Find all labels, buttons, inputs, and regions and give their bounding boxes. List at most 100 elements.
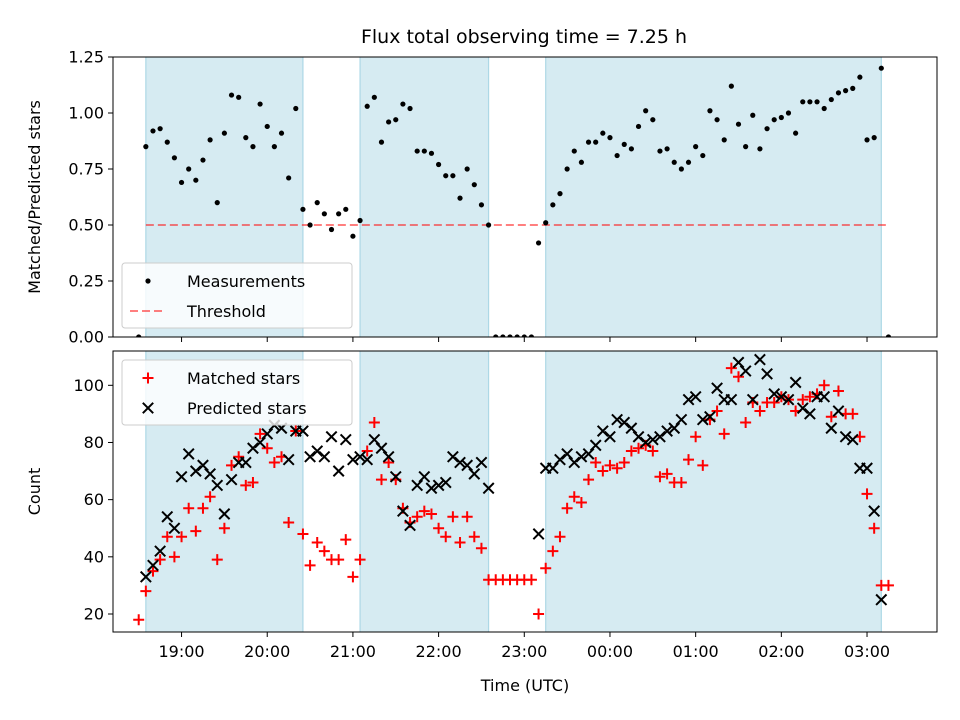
measurement-point bbox=[764, 126, 770, 132]
measurement-point bbox=[257, 101, 263, 107]
measurement-point bbox=[785, 110, 792, 116]
matched-star-point bbox=[540, 562, 552, 574]
measurement-point bbox=[307, 222, 313, 228]
predicted-star-point bbox=[311, 445, 324, 457]
matched-star-point bbox=[732, 371, 744, 383]
matched-star-point bbox=[211, 554, 223, 566]
predicted-star-point bbox=[475, 456, 488, 469]
predicted-star-point bbox=[396, 505, 409, 517]
measurement-point bbox=[578, 159, 585, 165]
y-tick-label: 0.25 bbox=[68, 272, 104, 291]
matched-star-point bbox=[818, 379, 830, 391]
matched-star-point bbox=[868, 522, 880, 534]
predicted-star-point bbox=[861, 462, 873, 475]
predicted-star-point bbox=[839, 430, 852, 443]
legend-marker-predicted bbox=[142, 402, 154, 414]
measurement-point bbox=[593, 139, 599, 145]
measurement-point bbox=[714, 117, 720, 123]
predicted-star-point bbox=[532, 528, 545, 540]
measurement-point bbox=[228, 92, 235, 98]
matched-star-point bbox=[133, 614, 145, 626]
predicted-star-point bbox=[468, 468, 481, 480]
matched-star-point bbox=[583, 474, 595, 486]
predicted-star-point bbox=[554, 453, 566, 466]
measurement-point bbox=[757, 146, 763, 152]
measurement-point bbox=[243, 135, 249, 141]
shaded-interval-3 bbox=[545, 351, 882, 632]
matched-star-point bbox=[375, 474, 387, 486]
measurement-point bbox=[400, 101, 406, 107]
x-tick-label: 23:00 bbox=[501, 642, 547, 661]
top-axes-frame bbox=[112, 56, 938, 338]
measurement-point bbox=[321, 211, 327, 217]
matched-star-point bbox=[711, 405, 723, 417]
y-tick-label: 60 bbox=[84, 490, 104, 509]
predicted-star-point bbox=[596, 425, 609, 437]
shaded-interval-3 bbox=[545, 57, 882, 337]
shaded-interval-2 bbox=[360, 351, 489, 632]
predicted-star-point bbox=[875, 593, 888, 606]
predicted-star-point bbox=[782, 393, 795, 406]
measurement-point bbox=[371, 94, 377, 100]
measurement-point bbox=[407, 105, 413, 112]
predicted-star-point bbox=[761, 367, 773, 380]
y-axis-label: Matched/Predicted stars bbox=[25, 100, 44, 294]
measurement-point bbox=[835, 90, 842, 96]
predicted-star-point bbox=[218, 508, 231, 520]
predicted-star-point bbox=[632, 430, 645, 443]
measurement-point bbox=[700, 152, 706, 159]
measurement-point bbox=[493, 334, 499, 337]
predicted-star-point bbox=[154, 545, 167, 558]
matched-star-point bbox=[440, 531, 452, 543]
predicted-star-point bbox=[796, 402, 809, 415]
measurement-point bbox=[857, 74, 863, 80]
predicted-star-point bbox=[711, 382, 723, 395]
matched-star-point bbox=[347, 571, 359, 583]
measurement-point bbox=[464, 166, 470, 172]
measurement-point bbox=[314, 200, 320, 206]
predicted-star-point bbox=[261, 427, 274, 440]
y-tick-label: 80 bbox=[84, 433, 104, 452]
measurement-point bbox=[607, 135, 613, 141]
measurement-point bbox=[635, 123, 642, 130]
matched-star-point bbox=[176, 531, 188, 543]
predicted-star-point bbox=[561, 448, 574, 460]
predicted-star-point bbox=[754, 353, 766, 366]
predicted-star-point bbox=[689, 390, 702, 403]
matched-star-point bbox=[533, 608, 545, 620]
predicted-star-point bbox=[654, 430, 666, 443]
matched-star-point bbox=[590, 456, 602, 468]
predicted-star-point bbox=[682, 393, 695, 406]
measurement-point bbox=[443, 173, 449, 179]
measurement-point bbox=[735, 121, 742, 127]
measurement-point bbox=[193, 177, 199, 183]
predicted-star-point bbox=[575, 450, 588, 463]
matched-star-point bbox=[447, 511, 459, 523]
predicted-star-point bbox=[247, 442, 259, 455]
matched-star-point bbox=[718, 428, 730, 440]
measurement-point bbox=[236, 94, 242, 100]
measurement-point bbox=[800, 99, 806, 105]
matched-star-point bbox=[318, 545, 330, 557]
predicted-star-point bbox=[582, 448, 595, 460]
matched-star-point bbox=[361, 445, 373, 457]
matched-star-point bbox=[204, 491, 216, 503]
measurement-point bbox=[671, 159, 677, 165]
predicted-star-point bbox=[546, 462, 559, 475]
matched-star-point bbox=[247, 476, 259, 488]
matched-star-point bbox=[797, 394, 809, 406]
measurement-point bbox=[278, 130, 285, 136]
predicted-star-point bbox=[297, 425, 309, 437]
matched-star-point bbox=[411, 511, 423, 523]
measurement-point bbox=[300, 206, 306, 212]
measurement-point bbox=[564, 166, 570, 172]
measurement-point bbox=[471, 182, 477, 188]
measurement-point bbox=[286, 175, 292, 181]
measurement-point bbox=[171, 155, 178, 161]
matched-star-point bbox=[647, 445, 659, 457]
measurement-point bbox=[557, 191, 563, 197]
measurement-point bbox=[150, 128, 156, 134]
measurement-point bbox=[221, 130, 227, 136]
measurement-point bbox=[393, 117, 399, 123]
predicted-star-point bbox=[318, 450, 331, 463]
